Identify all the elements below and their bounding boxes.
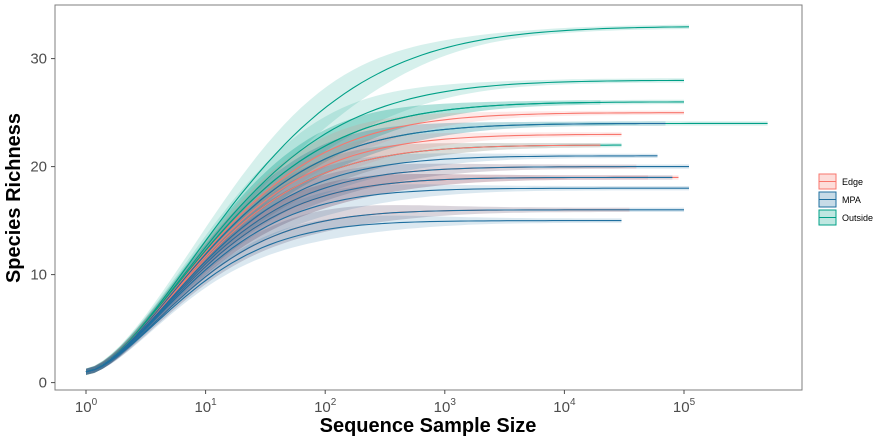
y-tick-label: 0: [39, 375, 47, 392]
confidence-band: [86, 215, 622, 375]
series-line: [85, 79, 684, 373]
series-line: [85, 26, 690, 373]
series-line: [85, 176, 673, 373]
legend: Edge MPA Outside: [818, 173, 873, 226]
curves-layer: [85, 24, 768, 376]
series-line: [85, 166, 689, 373]
x-tick-label: 102: [314, 397, 337, 416]
y-tick-label: 10: [30, 267, 47, 284]
x-tick-label: 104: [553, 397, 576, 416]
confidence-band: [86, 205, 630, 375]
legend-item-outside: Outside: [818, 209, 873, 226]
series-line: [85, 122, 666, 373]
confidence-band: [86, 174, 679, 375]
legend-label: MPA: [842, 195, 861, 205]
legend-item-mpa: MPA: [818, 191, 861, 208]
x-tick-label: 103: [434, 397, 457, 416]
legend-label: Edge: [842, 177, 863, 187]
x-tick-label: 100: [75, 397, 98, 416]
confidence-band: [86, 205, 684, 375]
legend-label: Outside: [842, 213, 873, 223]
x-tick-label: 105: [673, 397, 696, 416]
y-tick-label: 30: [30, 51, 47, 68]
series-line: [85, 101, 601, 373]
y-tick-label: 20: [30, 159, 47, 176]
y-axis-title: Species Richness: [3, 113, 25, 283]
series-line: [85, 112, 684, 373]
series-line: [85, 220, 622, 373]
series-line: [85, 155, 658, 373]
series-line: [85, 209, 684, 373]
plot-panel: [54, 4, 803, 391]
series-line: [85, 133, 622, 373]
y-axis: 0 10 20 30: [30, 51, 55, 392]
series-line: [85, 187, 689, 373]
x-axis-title: Sequence Sample Size: [320, 415, 537, 437]
confidence-band: [86, 174, 648, 375]
confidence-band: [86, 110, 684, 375]
legend-item-edge: Edge: [818, 173, 863, 190]
x-axis: 100 101 102 103 104 105: [75, 390, 696, 416]
confidence-band: [86, 174, 673, 375]
x-tick-label: 101: [194, 397, 217, 416]
series-line: [85, 144, 601, 373]
